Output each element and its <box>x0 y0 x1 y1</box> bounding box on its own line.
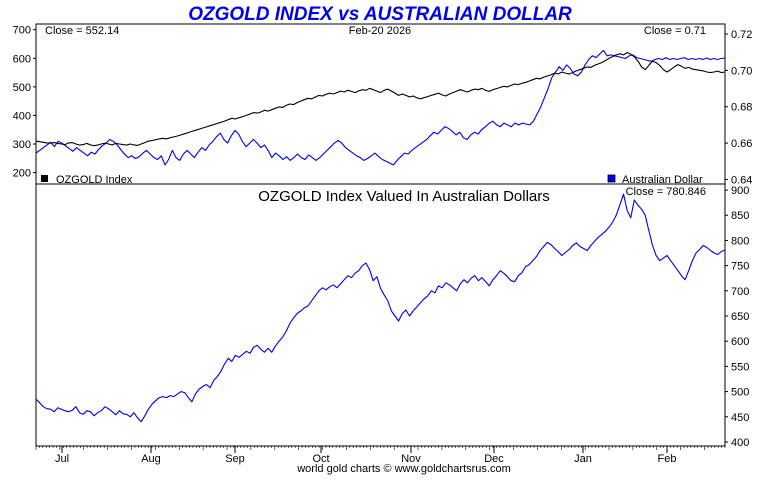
y-right-tick-label: 0.70 <box>731 65 752 77</box>
y-bottom-tick-label: 900 <box>731 185 749 197</box>
x-month-label: Aug <box>141 453 161 465</box>
x-month-label: Jan <box>574 453 592 465</box>
y-left-tick-label: 700 <box>13 25 31 37</box>
top-panel-frame <box>35 23 726 185</box>
x-month-label: Nov <box>401 453 421 465</box>
x-month-label: Sep <box>225 453 245 465</box>
y-right-tick-label: 0.68 <box>731 102 752 114</box>
legend-ozgold-swatch <box>41 175 48 182</box>
footer-credit: world gold charts © www.goldchartsrus.co… <box>296 463 511 475</box>
top-close-right: Close = 0.71 <box>644 25 706 37</box>
y-left-tick-label: 600 <box>13 53 31 65</box>
x-month-label: Oct <box>312 453 329 465</box>
y-bottom-tick-label: 450 <box>731 412 749 424</box>
y-left-tick-label: 200 <box>13 168 31 180</box>
x-month-label: Dec <box>484 453 504 465</box>
y-right-tick-label: 0.72 <box>731 29 752 41</box>
top-close-left: Close = 552.14 <box>45 25 119 37</box>
ozgold-index-valued-in-australian-dollars-line <box>35 193 726 423</box>
y-right-tick-label: 0.66 <box>731 138 752 150</box>
y-bottom-tick-label: 650 <box>731 311 749 323</box>
y-left-tick-label: 500 <box>13 82 31 94</box>
y-bottom-tick-label: 600 <box>731 336 749 348</box>
y-bottom-tick-label: 400 <box>731 437 749 449</box>
bottom-close-right: Close = 780.846 <box>626 186 706 198</box>
y-bottom-tick-label: 850 <box>731 210 749 222</box>
legend-ozgold-label: OZGOLD Index <box>56 174 133 186</box>
y-left-tick-label: 300 <box>13 139 31 151</box>
chart-date: Feb-20 2026 <box>349 25 411 37</box>
axes-layer: 200 300 400 500 600 700 0.64 0.66 0.68 0.70 0.72 40… <box>13 25 753 465</box>
y-bottom-tick-label: 500 <box>731 387 749 399</box>
y-bottom-tick-label: 800 <box>731 235 749 247</box>
australian-dollar-line <box>35 49 726 166</box>
y-bottom-tick-label: 550 <box>731 361 749 373</box>
legend-aud-label: Australian Dollar <box>622 174 703 186</box>
legend-aud-swatch <box>607 174 616 183</box>
y-bottom-tick-label: 750 <box>731 261 749 273</box>
series-layer <box>35 49 726 423</box>
x-month-label: Feb <box>658 453 677 465</box>
y-right-tick-label: 0.64 <box>731 174 752 186</box>
y-left-tick-label: 400 <box>13 110 31 122</box>
x-month-label: Jul <box>55 453 69 465</box>
bottom-panel-frame <box>35 183 726 447</box>
y-bottom-tick-label: 700 <box>731 286 749 298</box>
bottom-title: OZGOLD Index Valued In Australian Dollar… <box>258 188 550 205</box>
chart-title: OZGOLD INDEX vs AUSTRALIAN DOLLAR <box>188 4 572 25</box>
ozgold-index-line <box>35 52 726 147</box>
